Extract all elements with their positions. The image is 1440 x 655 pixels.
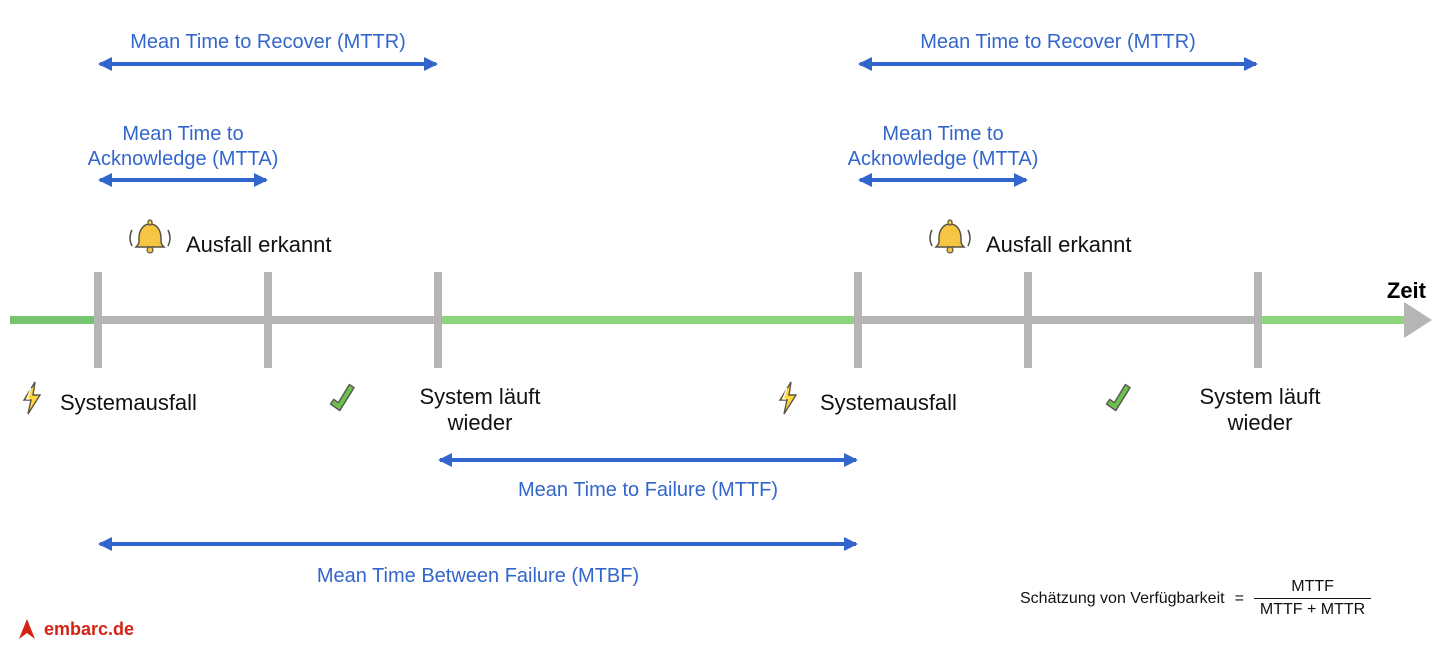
metric-label-mtta1: Mean Time toAcknowledge (MTTA): [88, 122, 279, 172]
event-label-fail2: Systemausfall: [820, 390, 957, 416]
metric-arrow-head-right: [424, 57, 438, 71]
metric-arrow-head-right: [844, 453, 858, 467]
bell-icon: [930, 220, 970, 253]
check-icon: [328, 384, 358, 412]
metric-arrow-head-right: [844, 537, 858, 551]
availability-formula: Schätzung von Verfügbarkeit = MTTF MTTF …: [1020, 576, 1371, 621]
axis-label-zeit: Zeit: [1387, 278, 1426, 304]
metric-label-mtbf: Mean Time Between Failure (MTBF): [317, 564, 639, 589]
timeline-arrowhead: [1404, 302, 1432, 338]
check-icon: [1104, 384, 1134, 412]
event-label-ok2: System läuftwieder: [1170, 384, 1350, 437]
brand-logo-icon: [16, 617, 38, 641]
event-label-detected2: Ausfall erkannt: [986, 232, 1132, 258]
formula-numerator: MTTF: [1285, 576, 1340, 598]
metric-label-mttr2: Mean Time to Recover (MTTR): [920, 30, 1196, 55]
brand-text: embarc.de: [44, 619, 134, 640]
bell-icon: [130, 220, 170, 253]
diagram-svg: [0, 0, 1440, 655]
event-label-detected1: Ausfall erkannt: [186, 232, 332, 258]
metric-arrow-head-left: [98, 57, 112, 71]
metric-arrow-head-right: [254, 173, 268, 187]
formula-fraction: MTTF MTTF + MTTR: [1254, 576, 1371, 621]
metric-arrow-head-left: [858, 173, 872, 187]
metric-arrow-head-left: [98, 537, 112, 551]
metric-arrow-head-left: [98, 173, 112, 187]
metric-arrow-head-left: [438, 453, 452, 467]
brand-embarc: embarc.de: [16, 617, 134, 641]
metric-arrow-head-right: [1014, 173, 1028, 187]
lightning-icon: [24, 382, 40, 414]
event-label-fail1: Systemausfall: [60, 390, 197, 416]
metric-label-mtta2: Mean Time toAcknowledge (MTTA): [848, 122, 1039, 172]
formula-eq: =: [1235, 590, 1244, 608]
formula-denominator: MTTF + MTTR: [1254, 599, 1371, 621]
formula-lhs: Schätzung von Verfügbarkeit: [1020, 590, 1225, 608]
metric-label-mttr1: Mean Time to Recover (MTTR): [130, 30, 406, 55]
metric-label-mttf: Mean Time to Failure (MTTF): [518, 478, 778, 503]
metric-arrow-head-left: [858, 57, 872, 71]
event-label-ok1: System läuftwieder: [390, 384, 570, 437]
lightning-icon: [780, 382, 796, 414]
metric-arrow-head-right: [1244, 57, 1258, 71]
